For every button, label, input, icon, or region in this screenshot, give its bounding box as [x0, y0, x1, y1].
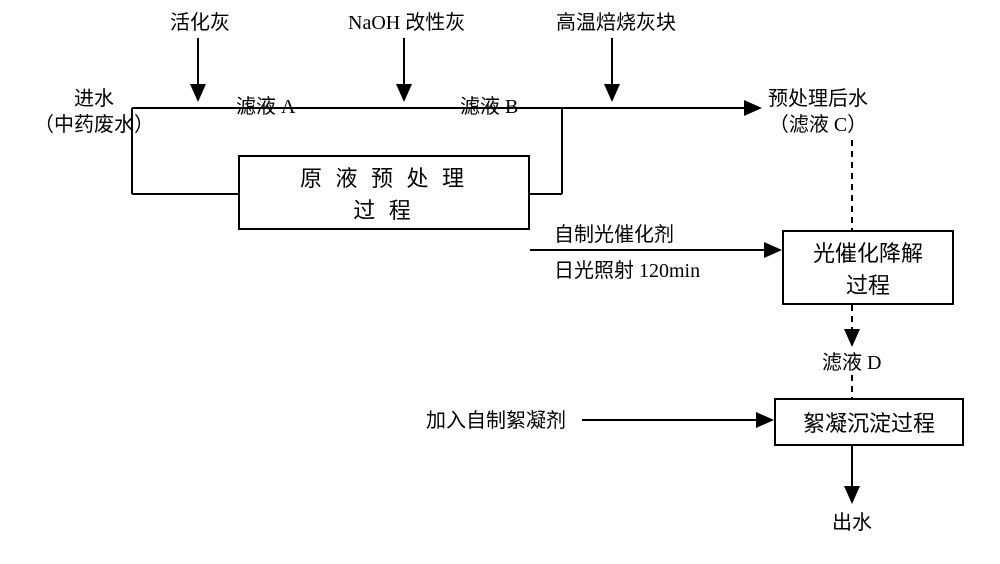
- box3-text: 絮凝沉淀过程: [803, 406, 935, 438]
- box2-line2: 过程: [813, 268, 923, 300]
- label-inflow-line2: （中药废水）: [34, 112, 154, 138]
- label-filtrate-b: 滤液 B: [460, 94, 518, 120]
- box2-line1: 光催化降解: [813, 236, 923, 268]
- label-high-temp-ash: 高温焙烧灰块: [556, 10, 676, 36]
- label-flocculant: 加入自制絮凝剂: [426, 408, 566, 434]
- label-pretreated-line2: （滤液 C）: [768, 112, 868, 138]
- label-inflow-line1: 进水: [34, 86, 154, 112]
- box-pretreatment-process: 原 液 预 处 理 过 程: [238, 155, 530, 230]
- label-pretreated-water: 预处理后水 （滤液 C）: [768, 86, 868, 138]
- label-activated-ash: 活化灰: [170, 10, 230, 36]
- label-pretreated-line1: 预处理后水: [768, 86, 868, 112]
- label-filtrate-a: 滤液 A: [236, 94, 295, 120]
- box-photocatalytic: 光催化降解 过程: [782, 230, 954, 305]
- label-sunlight: 日光照射 120min: [554, 258, 700, 284]
- label-naoh-ash: NaOH 改性灰: [348, 10, 465, 36]
- label-inflow: 进水 （中药废水）: [34, 86, 154, 138]
- label-catalyst: 自制光催化剂: [554, 222, 674, 248]
- label-outflow: 出水: [832, 510, 872, 536]
- box1-line2: 过 程: [300, 193, 468, 225]
- box-flocculation: 絮凝沉淀过程: [774, 398, 964, 446]
- label-filtrate-d: 滤液 D: [822, 350, 881, 376]
- box1-line1: 原 液 预 处 理: [300, 161, 468, 193]
